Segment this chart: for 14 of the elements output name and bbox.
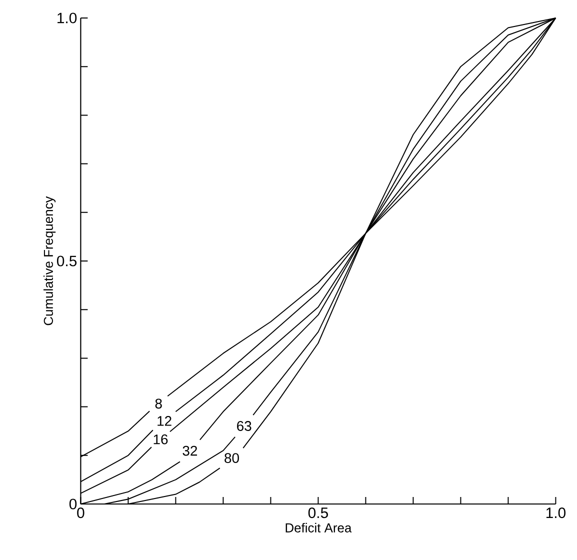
series-label: 32 <box>182 446 198 456</box>
y-tick-label: 1.0 <box>58 12 77 24</box>
x-tick-label: 0.5 <box>308 508 328 518</box>
series-label: 16 <box>154 434 168 444</box>
x-tick-label: 1.0 <box>546 508 566 518</box>
y-tick-label: 0 <box>69 498 77 510</box>
y-axis-title: Cumulative Frequency <box>43 196 56 326</box>
series-label: 8 <box>155 398 162 409</box>
x-tick-label: 0 <box>77 508 84 518</box>
series-label: 12 <box>158 416 172 426</box>
x-axis-title: Deficit Area <box>286 522 352 532</box>
series-label: 80 <box>224 453 239 464</box>
series-label: 63 <box>237 421 252 431</box>
y-tick-label: 0.5 <box>56 256 77 266</box>
